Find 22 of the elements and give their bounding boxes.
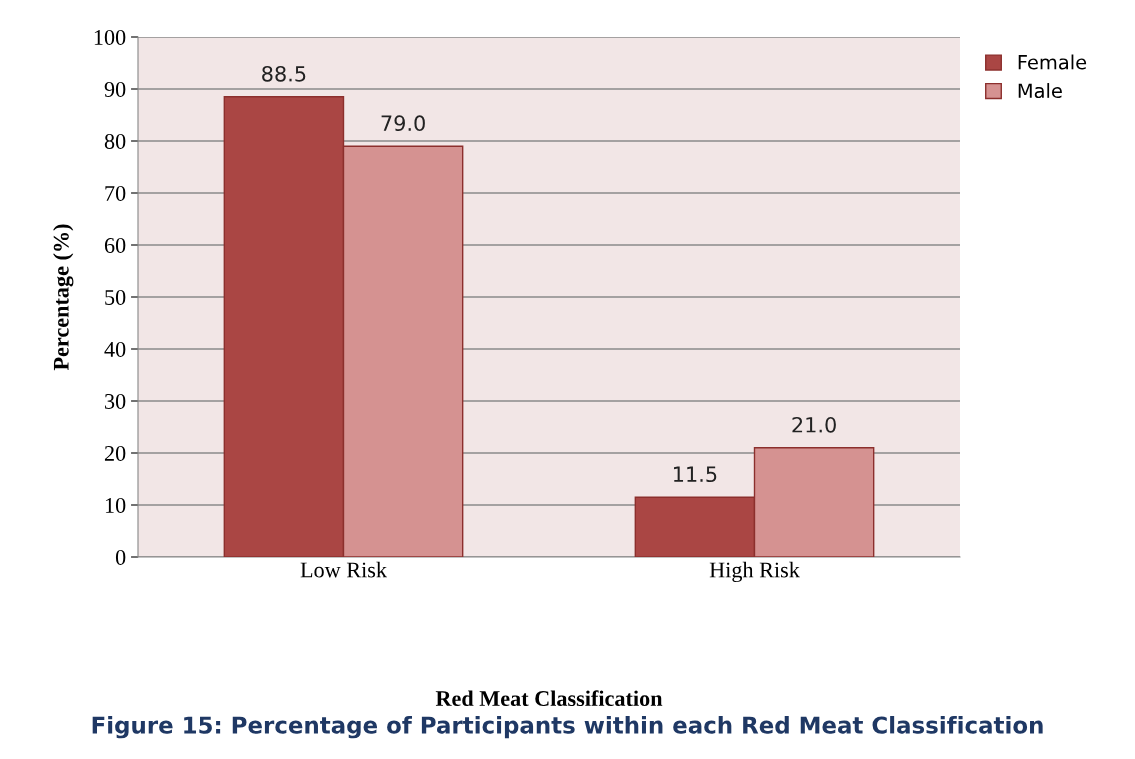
y-tick-label: 30: [105, 393, 126, 409]
y-tick-label: 20: [104, 445, 126, 461]
data-label: 11.5: [674, 466, 717, 483]
y-tick-label: 70: [105, 185, 126, 201]
y-tick-label: 50: [105, 289, 126, 305]
y-tick-label: 40: [104, 341, 126, 357]
data-label: 21.0: [792, 416, 836, 433]
y-tick-label: 100: [94, 29, 126, 45]
y-tick-label: 80: [104, 133, 126, 149]
x-tick-label: Low Risk: [300, 561, 388, 578]
y-tick-label: 10: [105, 497, 126, 513]
caption: Figure 15: Percentage of Participants within each Red Meat Classification: [92, 716, 1043, 739]
x-axis-title: Red Meat Classification: [435, 690, 663, 707]
legend-label: Female: [1018, 54, 1087, 70]
data-label: 79.0: [381, 115, 425, 132]
data-label: 88.5: [262, 65, 306, 82]
y-tick-label: 90: [104, 81, 126, 97]
y-tick-label: 60: [104, 237, 126, 253]
y-axis-title: Percentage (%): [53, 224, 74, 371]
y-tick-label: 0: [115, 549, 126, 565]
legend-label: Male: [1018, 83, 1062, 99]
x-tick-label: High Risk: [709, 561, 800, 583]
